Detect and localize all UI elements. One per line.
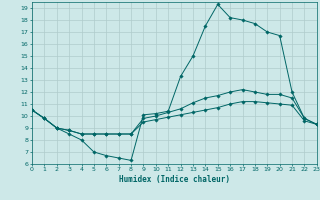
X-axis label: Humidex (Indice chaleur): Humidex (Indice chaleur) xyxy=(119,175,230,184)
